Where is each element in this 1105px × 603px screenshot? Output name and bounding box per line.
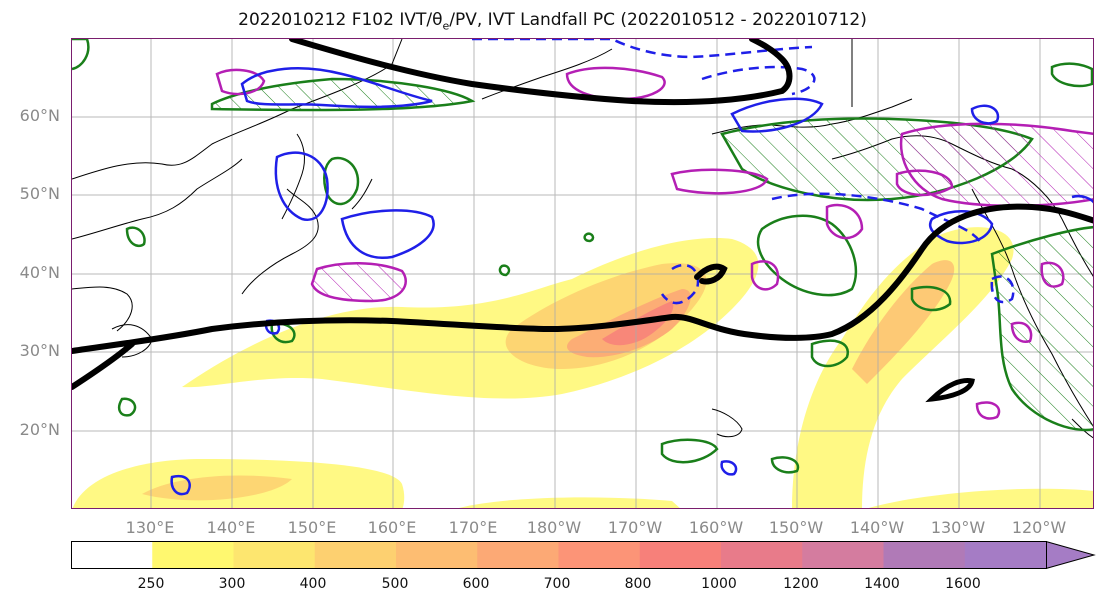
lon-label-130e: 130°E bbox=[125, 518, 175, 537]
lon-label-150e: 150°E bbox=[287, 518, 337, 537]
colorbar-segment bbox=[233, 541, 316, 569]
lon-label-180w: 180°W bbox=[526, 518, 582, 537]
lon-label-170e: 170°E bbox=[448, 518, 498, 537]
lat-label-50n: 50°N bbox=[19, 184, 60, 203]
colorbar-segment bbox=[883, 541, 966, 569]
colorbar bbox=[71, 541, 1096, 569]
colorbar-segment bbox=[558, 541, 641, 569]
lat-label-30n: 30°N bbox=[19, 341, 60, 360]
map-panel bbox=[71, 38, 1094, 509]
colorbar-tick-600: 600 bbox=[462, 576, 490, 592]
colorbar-extend-arrow bbox=[1045, 541, 1096, 569]
colorbar-segment bbox=[477, 541, 559, 569]
lon-label-150w: 150°W bbox=[768, 518, 824, 537]
colorbar-tick-1600: 1600 bbox=[945, 576, 981, 592]
colorbar-tick-700: 700 bbox=[543, 576, 571, 592]
colorbar-tick-300: 300 bbox=[218, 576, 246, 592]
colorbar-outline bbox=[71, 541, 1047, 569]
colorbar-segment bbox=[964, 541, 1047, 569]
map-title: 2022010212 F102 IVT/θe/PV, IVT Landfall … bbox=[0, 10, 1105, 32]
colorbar-segment bbox=[396, 541, 478, 569]
lat-label-60n: 60°N bbox=[19, 106, 60, 125]
map-canvas bbox=[72, 39, 1093, 508]
colorbar-segments bbox=[71, 541, 1047, 569]
colorbar-segment bbox=[721, 541, 803, 569]
lat-label-20n: 20°N bbox=[19, 420, 60, 439]
title-suffix: /PV, IVT Landfall PC (2022010512 - 20220… bbox=[449, 10, 867, 30]
colorbar-segment bbox=[314, 541, 397, 569]
colorbar-tick-400: 400 bbox=[299, 576, 327, 592]
lon-label-120w: 120°W bbox=[1011, 518, 1067, 537]
lon-label-140w: 140°W bbox=[849, 518, 905, 537]
lon-label-160w: 160°W bbox=[688, 518, 744, 537]
colorbar-tick-500: 500 bbox=[381, 576, 409, 592]
lon-label-160e: 160°E bbox=[367, 518, 417, 537]
colorbar-tick-1400: 1400 bbox=[864, 576, 900, 592]
title-subscript: e bbox=[442, 19, 450, 33]
colorbar-tick-1200: 1200 bbox=[783, 576, 819, 592]
ivt-shading bbox=[72, 227, 1093, 508]
colorbar-segment bbox=[71, 541, 153, 569]
colorbar-segment bbox=[802, 541, 884, 569]
magenta-contours bbox=[215, 66, 1093, 420]
lat-label-40n: 40°N bbox=[19, 263, 60, 282]
lon-label-170w: 170°W bbox=[607, 518, 663, 537]
colorbar-tick-800: 800 bbox=[624, 576, 652, 592]
title-prefix: 2022010212 F102 IVT/θ bbox=[238, 10, 443, 30]
colorbar-tick-250: 250 bbox=[137, 576, 165, 592]
colorbar-segment bbox=[152, 541, 234, 569]
colorbar-segment bbox=[639, 541, 722, 569]
lon-label-140e: 140°E bbox=[206, 518, 256, 537]
lon-label-130w: 130°W bbox=[930, 518, 986, 537]
pv-contours bbox=[72, 39, 1093, 403]
colorbar-tick-1000: 1000 bbox=[701, 576, 737, 592]
